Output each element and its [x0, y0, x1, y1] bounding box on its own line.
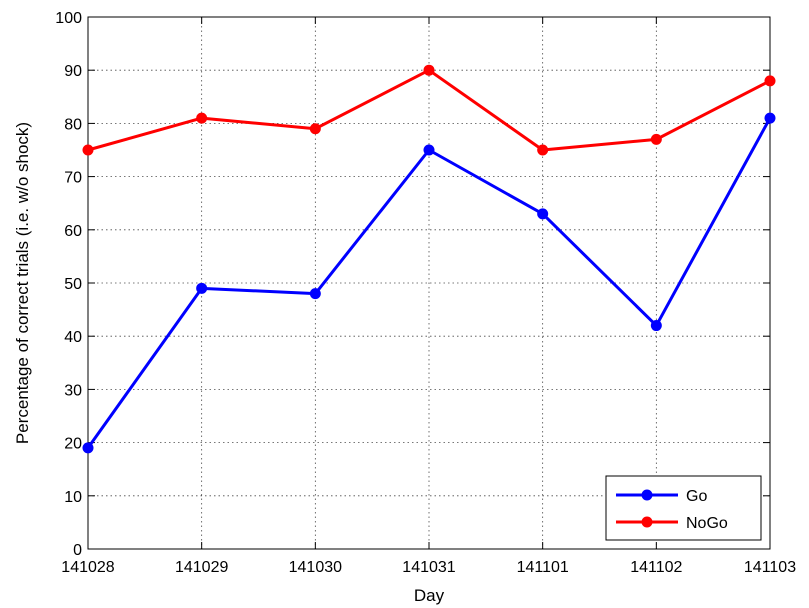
y-tick-label: 100: [55, 10, 82, 27]
y-tick-label: 0: [73, 542, 82, 559]
series-nogo: [82, 64, 776, 156]
data-point: [309, 288, 321, 300]
grid: [88, 17, 770, 549]
data-point: [423, 64, 435, 76]
data-point: [309, 123, 321, 135]
y-axis-title: Percentage of correct trials (i.e. w/o s…: [13, 122, 32, 444]
x-tick-label: 141030: [289, 559, 342, 576]
legend: Go NoGo: [605, 475, 762, 541]
legend-label: Go: [686, 488, 707, 505]
series-go: [82, 112, 776, 454]
y-tick-label: 50: [64, 276, 82, 293]
data-point: [650, 133, 662, 145]
y-tick-label: 10: [64, 489, 82, 506]
y-tick-label: 30: [64, 382, 82, 399]
data-point: [196, 112, 208, 124]
legend-label: NoGo: [686, 515, 728, 532]
data-point: [764, 112, 776, 124]
data-point: [82, 442, 94, 454]
data-point: [650, 320, 662, 332]
legend-marker: [641, 489, 653, 501]
axis-ticks: 0 10 20 30 40 50 60 70 80 90 100 141028 141029 141030…: [55, 10, 796, 576]
x-tick-label: 141102: [630, 559, 682, 576]
x-axis-title: Day: [414, 586, 445, 605]
y-tick-label: 40: [64, 329, 82, 346]
y-tick-label: 90: [64, 63, 82, 80]
y-tick-label: 60: [64, 223, 82, 240]
data-point: [537, 208, 549, 220]
y-tick-label: 80: [64, 116, 82, 133]
x-tick-label: 141028: [61, 559, 114, 576]
y-tick-label: 70: [64, 170, 82, 187]
x-tick-label: 141101: [517, 559, 569, 576]
y-tick-label: 20: [64, 436, 82, 453]
data-point: [764, 75, 776, 87]
x-tick-label: 141031: [402, 559, 455, 576]
data-point: [196, 282, 208, 294]
data-point: [537, 144, 549, 156]
data-point: [82, 144, 94, 156]
x-tick-label: 141103: [744, 559, 796, 576]
series: [82, 64, 776, 454]
legend-marker: [641, 516, 653, 528]
legend-box: [605, 475, 762, 541]
x-tick-label: 141029: [175, 559, 228, 576]
data-point: [423, 144, 435, 156]
